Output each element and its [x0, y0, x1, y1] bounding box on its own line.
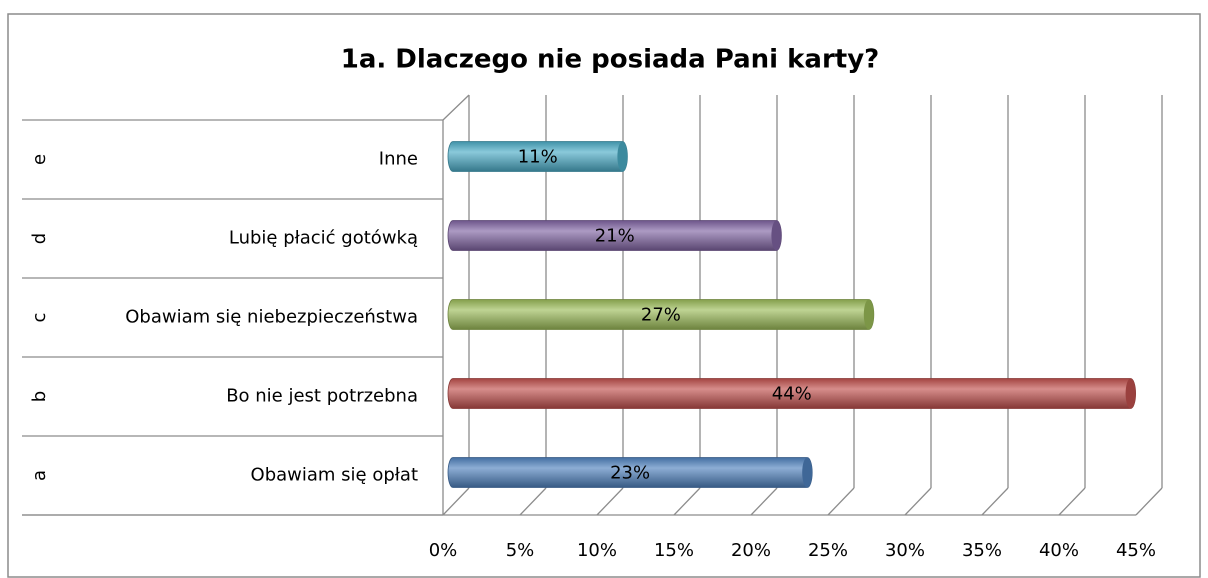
group-label: c	[29, 313, 50, 323]
category-label: Lubię płacić gotówką	[229, 228, 418, 249]
x-tick-label: 35%	[962, 540, 1002, 561]
group-label: b	[29, 391, 50, 402]
chart-title: 1a. Dlaczego nie posiada Pani karty?	[341, 45, 880, 75]
value-label: 11%	[518, 147, 558, 168]
grid-floor-line	[673, 487, 701, 516]
x-tick-label: 20%	[731, 540, 771, 561]
x-tick-label: 5%	[506, 540, 535, 561]
bar-cap	[617, 141, 628, 172]
bar-cap	[771, 220, 782, 251]
x-tick-label: 25%	[808, 540, 848, 561]
grid-floor-line	[1058, 487, 1086, 516]
group-label: a	[29, 470, 50, 481]
category-label: Obawiam się niebezpieczeństwa	[125, 307, 418, 328]
value-label: 21%	[595, 226, 635, 247]
grid-floor-line	[519, 487, 547, 516]
x-tick-label: 45%	[1116, 540, 1156, 561]
grid-floor-line	[1135, 487, 1163, 516]
y-axis-back	[442, 94, 470, 121]
grid-floor-line	[827, 487, 855, 516]
x-tick-label: 30%	[885, 540, 925, 561]
bar-cap	[1125, 378, 1136, 409]
grid-floor-line	[904, 487, 932, 516]
category-label: Bo nie jest potrzebna	[226, 386, 418, 407]
x-tick-label: 10%	[577, 540, 617, 561]
x-tick-label: 40%	[1039, 540, 1079, 561]
category-label: Inne	[379, 149, 418, 170]
bar-cap	[863, 299, 874, 330]
chart-frame	[7, 13, 1201, 578]
grid-floor-line	[442, 487, 470, 516]
x-tick-label: 15%	[654, 540, 694, 561]
value-label: 27%	[641, 305, 681, 326]
category-label: Obawiam się opłat	[251, 465, 418, 486]
group-label: d	[29, 233, 50, 244]
value-label: 23%	[610, 463, 650, 484]
bar-cap	[802, 457, 813, 488]
grid-floor-line	[596, 487, 624, 516]
x-tick-label: 0%	[429, 540, 458, 561]
grid-floor-line	[981, 487, 1009, 516]
group-label: e	[29, 154, 50, 165]
value-label: 44%	[772, 384, 812, 405]
grid-floor-line	[750, 487, 778, 516]
